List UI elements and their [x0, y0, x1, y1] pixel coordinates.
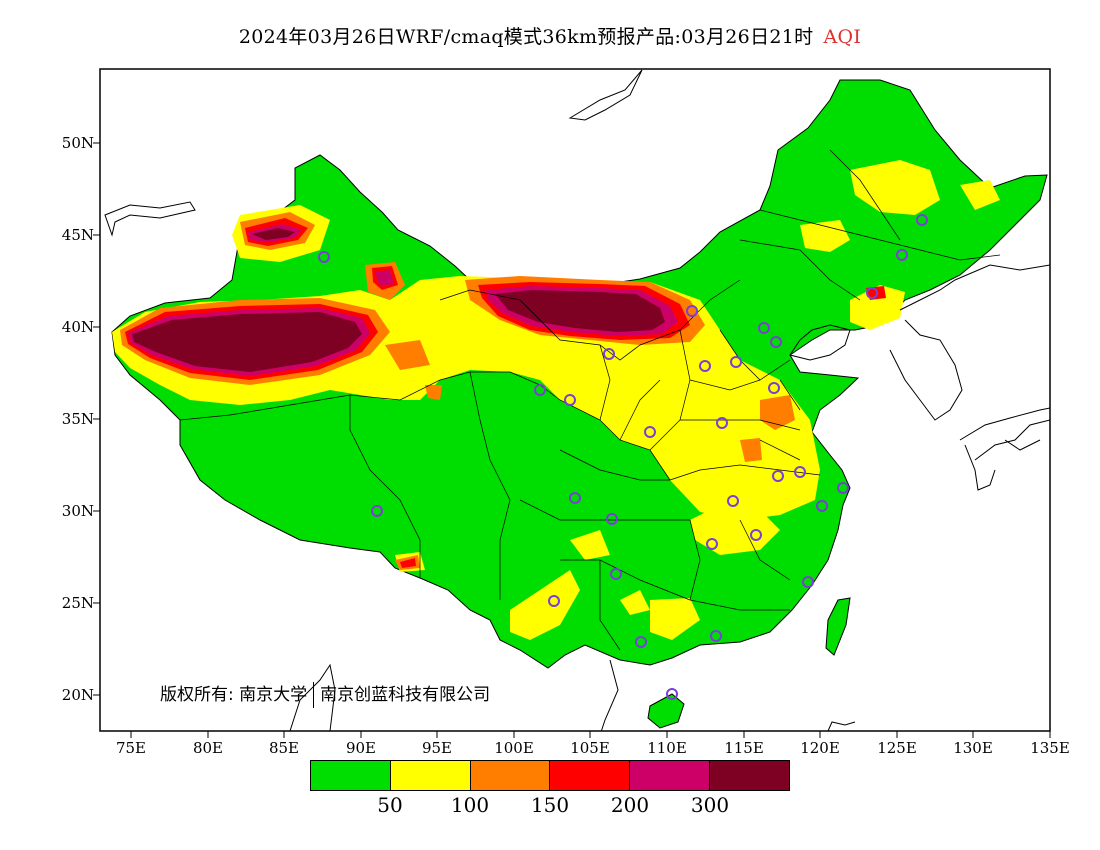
- lon-tick-label: 85E: [268, 739, 300, 757]
- lon-tick-label: 100E: [494, 739, 534, 757]
- station-marker: [610, 568, 622, 580]
- province-boundaries: [179, 149, 1001, 651]
- lat-tick-label: 25N: [61, 594, 94, 612]
- lat-tick-label: 50N: [61, 134, 94, 152]
- station-marker: [686, 305, 698, 317]
- station-marker: [666, 688, 678, 700]
- station-marker: [699, 360, 711, 372]
- station-marker: [750, 529, 762, 541]
- station-marker: [730, 356, 742, 368]
- copyright-separator: [313, 682, 315, 708]
- station-marker: [318, 251, 330, 263]
- station-marker: [564, 394, 576, 406]
- lon-tick-label: 95E: [421, 739, 453, 757]
- lon-tick-label: 120E: [800, 739, 840, 757]
- station-marker: [768, 382, 780, 394]
- station-marker: [866, 287, 878, 299]
- lon-tick-label: 135E: [1030, 739, 1070, 757]
- copyright-org2: 南京创蓝科技有限公司: [320, 685, 491, 705]
- station-markers: [318, 214, 928, 700]
- station-marker: [794, 466, 806, 478]
- lon-tick-label: 80E: [192, 739, 224, 757]
- lon-tick-label: 125E: [877, 739, 917, 757]
- title-variable: AQI: [823, 26, 862, 48]
- station-marker: [706, 538, 718, 550]
- station-marker: [635, 636, 647, 648]
- coastlines: [104, 69, 1050, 731]
- lat-tick-label: 30N: [61, 502, 94, 520]
- station-marker: [548, 595, 560, 607]
- station-marker: [770, 336, 782, 348]
- lat-tick-label: 45N: [61, 226, 94, 244]
- lon-tick-label: 130E: [953, 739, 993, 757]
- lon-tick-label: 105E: [570, 739, 610, 757]
- lat-tick-label: 35N: [61, 410, 94, 428]
- station-marker: [644, 426, 656, 438]
- legend-bin: [550, 761, 631, 790]
- taiwan-island: [825, 597, 851, 656]
- station-marker: [772, 470, 784, 482]
- hainan-island: [647, 693, 685, 729]
- color-legend: [310, 760, 790, 791]
- station-marker: [896, 249, 908, 261]
- station-marker: [758, 322, 770, 334]
- legend-bin: [470, 761, 551, 790]
- legend-level-label: 150: [530, 793, 570, 817]
- copyright-org1: 南京大学: [239, 685, 308, 705]
- copyright-note: 版权所有: 南京大学 南京创蓝科技有限公司: [160, 680, 490, 708]
- station-marker: [816, 500, 828, 512]
- legend-level-label: 100: [450, 793, 490, 817]
- aqi-band-hazardous: [132, 228, 665, 372]
- station-marker: [710, 630, 722, 642]
- station-marker: [606, 513, 618, 525]
- station-marker: [716, 417, 728, 429]
- station-marker: [837, 482, 849, 494]
- legend-level-label: 200: [610, 793, 650, 817]
- lon-tick-label: 115E: [724, 739, 764, 757]
- map-frame: [99, 68, 1051, 732]
- lat-tick-label: 40N: [61, 318, 94, 336]
- legend-level-label: 50: [377, 793, 403, 817]
- station-marker: [569, 492, 581, 504]
- copyright-prefix: 版权所有:: [160, 685, 234, 705]
- legend-bin: [710, 761, 789, 790]
- lat-tick-marks: [93, 142, 100, 696]
- station-marker: [371, 505, 383, 517]
- lon-tick-marks: [130, 731, 1051, 738]
- lat-tick-label: 20N: [61, 686, 94, 704]
- lon-tick-label: 75E: [115, 739, 147, 757]
- legend-bin: [630, 761, 711, 790]
- legend-bin: [311, 761, 391, 790]
- station-marker: [802, 576, 814, 588]
- legend-bin: [390, 761, 471, 790]
- station-marker: [727, 495, 739, 507]
- station-marker: [916, 214, 928, 226]
- lon-tick-label: 110E: [647, 739, 687, 757]
- lon-tick-label: 90E: [345, 739, 377, 757]
- legend-level-label: 300: [690, 793, 730, 817]
- chart-title: 2024年03月26日WRF/cmaq模式36km预报产品:03月26日21时 A…: [0, 22, 1100, 49]
- station-marker: [603, 348, 615, 360]
- title-text: 2024年03月26日WRF/cmaq模式36km预报产品:03月26日21时: [238, 26, 814, 48]
- station-marker: [534, 384, 546, 396]
